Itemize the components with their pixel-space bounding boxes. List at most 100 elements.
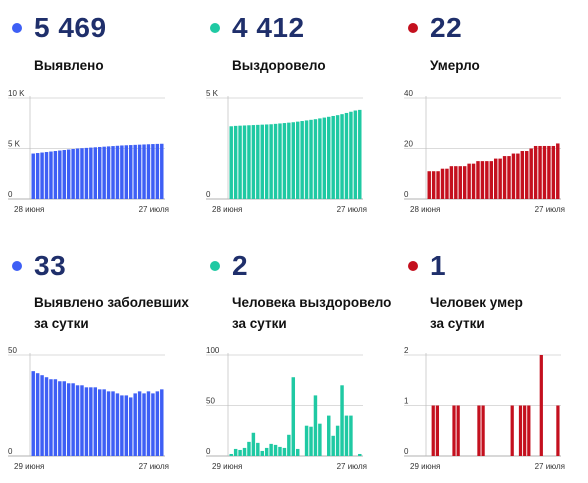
bar xyxy=(44,152,49,199)
bar xyxy=(556,143,560,199)
label-line-1: Выявлено заболевших xyxy=(34,295,189,310)
bar xyxy=(498,158,502,199)
bar xyxy=(151,144,155,199)
bar xyxy=(556,405,560,456)
bar xyxy=(340,114,344,199)
bar xyxy=(431,405,435,456)
bar xyxy=(322,117,327,199)
panel-label: Выздоровело xyxy=(232,55,400,76)
bar xyxy=(313,395,318,456)
bar xyxy=(511,153,516,199)
bar xyxy=(358,109,362,199)
panel-detected: 5 469 Выявлено xyxy=(12,10,202,76)
bar xyxy=(282,447,287,456)
y-tick-label: 0 xyxy=(8,190,13,199)
label-line-1: Человек умер xyxy=(430,295,523,310)
bar xyxy=(133,393,137,456)
bar xyxy=(102,389,106,456)
bar xyxy=(510,405,514,456)
bar xyxy=(481,405,485,456)
bar xyxy=(264,124,269,199)
y-tick-label: 50 xyxy=(8,346,17,355)
bar xyxy=(31,371,35,456)
bar xyxy=(454,166,458,199)
bar xyxy=(256,442,260,456)
x-start-label: 28 июня xyxy=(212,205,242,214)
bar xyxy=(129,397,133,456)
bar xyxy=(102,146,106,199)
bar xyxy=(229,126,233,199)
bar xyxy=(476,161,480,200)
bar xyxy=(49,379,53,456)
bar xyxy=(146,391,151,456)
panel-header: 2 xyxy=(210,248,400,288)
bar xyxy=(539,355,543,456)
bar xyxy=(533,145,538,199)
bar xyxy=(327,415,331,456)
total-number: 5 469 xyxy=(34,12,107,43)
chart-detected: 0 5 K 10 K 28 июня 27 июля xyxy=(8,89,169,214)
panel-daily-recovered: 2 Человека выздоровело за сутки xyxy=(210,248,400,334)
bar xyxy=(260,124,264,199)
bar xyxy=(142,144,146,199)
bar xyxy=(318,118,322,199)
bar xyxy=(53,151,58,199)
bar xyxy=(467,163,471,199)
bar xyxy=(93,387,98,456)
bar xyxy=(344,112,349,199)
bar xyxy=(151,393,155,456)
bar xyxy=(80,385,84,456)
panel-label: Человек умер за сутки xyxy=(430,292,588,334)
panel-recovered: 4 412 Выздоровело xyxy=(210,10,400,76)
bar xyxy=(278,123,282,199)
bar xyxy=(523,405,527,456)
panel-header: 5 469 xyxy=(12,10,202,50)
chart-daily-died: 0 1 2 29 июня 27 июля xyxy=(404,346,565,471)
y-tick-label: 40 xyxy=(404,89,413,98)
panel-label: Человека выздоровело за сутки xyxy=(232,292,400,334)
bar xyxy=(233,125,238,199)
bar xyxy=(525,151,529,199)
bar xyxy=(353,110,358,199)
bar xyxy=(155,391,160,456)
bar xyxy=(115,145,120,199)
bar xyxy=(480,161,485,200)
bar xyxy=(507,156,511,199)
bar xyxy=(66,383,71,456)
bar xyxy=(256,124,260,199)
bar xyxy=(80,148,84,199)
bar xyxy=(238,125,242,199)
bar xyxy=(445,168,449,199)
chart-died: 0 20 40 28 июня 27 июля xyxy=(404,89,565,214)
bar xyxy=(318,423,322,456)
y-tick-label: 0 xyxy=(404,447,409,456)
daily-number: 33 xyxy=(34,250,67,281)
label-line-2: за сутки xyxy=(34,316,89,331)
bar xyxy=(340,385,344,456)
bar xyxy=(493,158,498,199)
bar xyxy=(471,163,476,199)
bar xyxy=(53,379,58,456)
bar xyxy=(462,166,467,199)
x-end-label: 27 июля xyxy=(337,205,367,214)
y-tick-label: 5 K xyxy=(206,89,219,98)
bar xyxy=(142,393,146,456)
bar xyxy=(93,147,98,199)
bar xyxy=(247,441,251,456)
bar xyxy=(349,111,353,199)
bar xyxy=(313,119,318,199)
total-number: 4 412 xyxy=(232,12,305,43)
bar xyxy=(304,120,309,199)
bar xyxy=(62,381,66,456)
bar xyxy=(269,443,273,456)
panel-header: 4 412 xyxy=(210,10,400,50)
bar xyxy=(273,444,278,456)
bar xyxy=(449,166,454,199)
bar xyxy=(295,448,300,456)
daily-number: 1 xyxy=(430,250,447,281)
label-line-1: Выявлено xyxy=(34,58,104,73)
chart-recovered: 0 5 K 28 июня 27 июля xyxy=(206,89,367,214)
bar xyxy=(160,143,164,199)
x-start-label: 28 июня xyxy=(410,205,440,214)
bar xyxy=(40,152,44,199)
